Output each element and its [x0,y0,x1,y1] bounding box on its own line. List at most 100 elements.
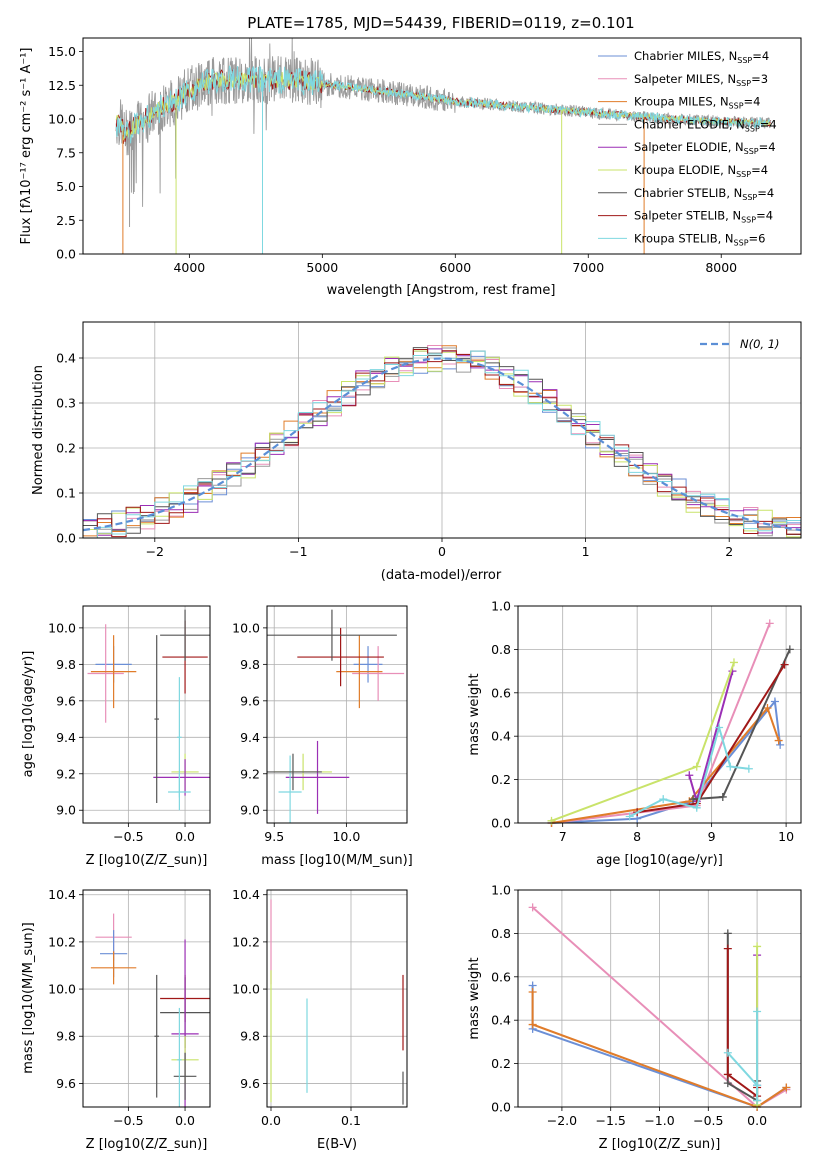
mass-vs-Z-axes: −0.5 0.0 9.6 9.8 10.0 10.2 10.4 [48,887,210,1128]
age-vs-mass-ytick-label: 10.0 [232,620,260,635]
spectrum-model-line [115,65,771,144]
weight-vs-Z-xtick-label: −1.5 [596,1113,626,1128]
mass-vs-EBV-xtick-label: 0.1 [341,1113,361,1128]
mass-vs-Z-grid [83,890,210,1107]
weight-vs-age-xtick-label: 8 [633,829,641,844]
mass-vs-EBV-ytick-label: 9.8 [240,1029,260,1044]
weight-vs-age-marker-2-2 [763,703,772,712]
mass-vs-Z-errorbars [90,913,210,1107]
weight-vs-age-marker-7-0 [625,812,634,821]
weight-vs-age-xlabel: age [log10(age/yr)] [596,853,723,868]
weight-vs-Z-axes: −2.0 −1.5 −1.0 −0.5 0.0 0.0 0.2 0.4 0.6 0.8 1.0 [491,883,801,1128]
residuals-ytick-label: 0.2 [56,441,76,456]
weight-vs-age-lines [547,619,794,827]
age-vs-Z-ytick-label: 9.0 [56,803,76,818]
weight-vs-Z-series-2 [531,992,787,1109]
weight-vs-age-series-6 [637,664,786,814]
weight-vs-Z-ytick-label: 1.0 [491,883,511,898]
mass-vs-EBV-xtick-label: 0.0 [261,1113,281,1128]
spectrum-xlabel: wavelength [Angstrom, rest frame] [327,283,556,298]
spectrum-ytick-label: 10.0 [48,112,76,127]
weight-vs-age-marker-7-5 [744,764,753,773]
normal-reference-curve [82,357,802,532]
histogram-series-8 [83,350,801,538]
weight-vs-age-marker-0-3 [770,697,779,706]
weight-vs-age-marker-5-1 [718,792,727,801]
spectrum-axes: 4000 5000 6000 7000 8000 0.0 2.5 5.0 7.5 10.0 12.5… [48,44,737,275]
spectrum-legend: Chabrier MILES, NSSP=4 Salpeter MILES, NS… [598,49,777,247]
age-vs-mass-xtick-label: 9.5 [264,829,284,844]
mass-vs-Z-ytick-label: 9.8 [56,1029,76,1044]
weight-vs-Z-frame [517,889,802,1108]
mass-vs-EBV-frame [266,889,408,1108]
legend-label-0: Chabrier MILES, NSSP=4 [634,49,769,65]
mass-vs-EBV-grid [267,890,407,1107]
weight-vs-Z-series-4 [726,948,759,1099]
weight-vs-age-marker-4-2 [729,658,738,667]
weight-vs-Z-xlabel: Z [log10(Z/Z_sun)] [599,1137,721,1152]
spectrum-ytick-label: 0.0 [56,247,76,262]
weight-vs-Z-ytick-label: 0.0 [491,1100,511,1115]
weight-vs-age-series-2 [551,706,780,824]
mass-vs-Z-ytick-label: 10.0 [48,982,76,997]
weight-vs-Z-marker-6-0 [753,942,762,951]
residuals-ytick-label: 0.4 [56,351,76,366]
weight-vs-Z-marker-2-3 [782,1083,791,1092]
weight-vs-Z-marker-4-0 [723,944,732,953]
age-vs-mass-ytick-label: 9.2 [240,766,260,781]
legend-label-6: Chabrier STELIB, NSSP=4 [634,186,774,202]
weight-vs-age-ytick-label: 0.2 [491,772,511,787]
residuals-xlabel: (data-model)/error [381,568,502,583]
weight-vs-age-marker-5-2 [785,645,794,654]
legend-label-4: Salpeter ELODIE, NSSP=4 [634,140,776,156]
mass-vs-Z-ytick-label: 10.2 [48,934,76,949]
mass-vs-Z-ytick-label: 10.4 [48,887,76,902]
residuals-ylabel: Normed distribution [31,365,46,495]
legend-label-8: Kroupa STELIB, NSSP=6 [634,231,765,247]
age-vs-mass-errorbars [267,609,405,823]
age-vs-Z-ytick-label: 9.8 [56,657,76,672]
age-vs-Z-ylabel: age [log10(age/yr)] [21,651,36,778]
age-vs-mass-ytick-label: 9.8 [240,657,260,672]
weight-vs-Z-xtick-label: −2.0 [547,1113,577,1128]
weight-vs-Z-ylabel: mass weight [467,957,482,1039]
age-vs-mass-frame [266,605,408,824]
spectrum-frame [82,37,802,255]
age-vs-mass-xlabel: mass [log10(M/M_sun)] [261,853,413,868]
residuals-frame [82,321,802,539]
weight-vs-age-ytick-label: 0.6 [491,685,511,700]
weight-vs-age-marker-6-2 [780,660,789,669]
mass-vs-EBV-ytick-label: 10.2 [232,934,260,949]
weight-vs-age-marker-7-2 [692,803,701,812]
residuals-xtick-label: −2 [146,544,164,559]
weight-vs-age-ytick-label: 0.0 [491,816,511,831]
age-vs-mass-ytick-label: 9.6 [240,693,260,708]
spectrum-xtick-label: 6000 [439,260,471,275]
age-vs-mass-xtick-label: 10.0 [332,829,360,844]
weight-vs-Z-marker-4-1 [723,1070,732,1079]
weight-vs-age-ylabel: mass weight [467,673,482,755]
spectrum-ytick-label: 15.0 [48,44,76,59]
spectrum-xtick-label: 5000 [306,260,338,275]
mass-vs-EBV-xlabel: E(B-V) [317,1137,357,1152]
weight-vs-age-series-4 [551,662,735,822]
weight-vs-Z-marker-7-3 [753,1096,762,1105]
legend-label-2: Kroupa MILES, NSSP=4 [634,95,760,111]
weight-vs-age-ytick-label: 1.0 [491,599,511,614]
weight-vs-Z-marker-3-1 [723,1079,732,1088]
residuals-xtick-label: −1 [289,544,307,559]
weight-vs-Z-ytick-label: 0.2 [491,1056,511,1071]
mass-vs-Z-xtick-label: 0.0 [175,1113,195,1128]
mass-vs-Z-xlabel: Z [log10(Z/Z_sun)] [86,1137,208,1152]
residuals-xtick-label: 2 [725,544,733,559]
weight-vs-Z-xtick-label: −0.5 [693,1113,723,1128]
weight-vs-age-marker-3-0 [685,771,694,780]
mass-vs-EBV-errorbars [270,899,404,1105]
weight-vs-age-frame [517,605,802,824]
age-vs-Z-ytick-label: 9.4 [56,730,76,745]
weight-vs-Z-series-3 [726,933,759,1103]
age-vs-Z-ytick-label: 9.6 [56,693,76,708]
age-vs-mass-axes: 9.5 10.0 9.0 9.2 9.4 9.6 9.8 10.0 [232,606,407,844]
spectrum-ytick-label: 2.5 [56,213,76,228]
